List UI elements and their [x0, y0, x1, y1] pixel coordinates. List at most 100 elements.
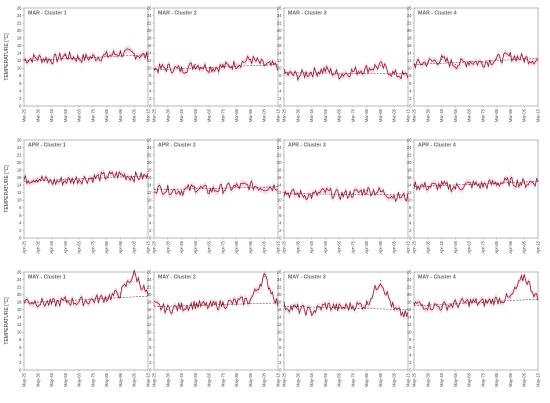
- data-point: [407, 315, 409, 317]
- y-tick-label: 12: [17, 322, 22, 327]
- series-line: [153, 55, 279, 75]
- y-tick-label: 10: [277, 330, 282, 335]
- data-point: [509, 297, 511, 299]
- y-tick-label: 6: [149, 213, 152, 218]
- x-tick-label: May-95: [118, 372, 123, 387]
- y-tick-label: 18: [147, 168, 152, 173]
- y-tick-label: 6: [19, 213, 22, 218]
- data-point: [427, 61, 429, 63]
- x-tick-label: Mar-55: [323, 108, 328, 122]
- y-tick-label: 10: [277, 66, 282, 71]
- y-axis-label: TEMPERATURE [°C]: [4, 33, 10, 81]
- y-tick-label: 14: [17, 183, 22, 188]
- chart-title: MAY - Cluster 3: [288, 275, 326, 281]
- chart-title: MAR - Cluster 4: [418, 11, 457, 17]
- x-tick-label: Mar-45: [49, 108, 54, 122]
- data-point: [208, 190, 210, 192]
- data-point: [277, 185, 279, 187]
- y-tick-label: 6: [279, 213, 282, 218]
- trend-line: [413, 58, 539, 65]
- x-tick-label: Mar-75: [90, 108, 95, 122]
- x-tick-label: Mar-65: [77, 108, 82, 122]
- trend-line: [413, 298, 539, 307]
- y-tick-label: 2: [409, 228, 412, 233]
- data-point: [78, 301, 80, 303]
- x-tick-label: Apr-05: [262, 240, 267, 253]
- data-point: [338, 74, 340, 76]
- data-point: [119, 292, 121, 294]
- y-tick-label: 26: [147, 137, 152, 142]
- x-tick-label: Mar-05: [392, 108, 397, 122]
- y-tick-label: 22: [277, 284, 282, 289]
- data-point: [427, 186, 429, 188]
- x-tick-label: Apr-15: [406, 240, 411, 253]
- x-tick-label: May-25: [22, 372, 27, 387]
- data-point: [311, 195, 313, 197]
- plot-frame: [283, 271, 409, 371]
- x-tick-label: Mar-35: [165, 108, 170, 122]
- y-axis-label: TEMPERATURE [°C]: [4, 297, 10, 345]
- data-point: [92, 299, 94, 301]
- y-tick-label: 24: [407, 277, 412, 282]
- data-point: [23, 59, 25, 61]
- y-tick-label: 18: [407, 168, 412, 173]
- chart-title: MAY - Cluster 1: [28, 275, 66, 281]
- x-tick-label: May-65: [467, 372, 472, 387]
- y-tick-label: 4: [279, 352, 282, 357]
- y-tick-label: 14: [17, 51, 22, 56]
- y-tick-label: 6: [149, 81, 152, 86]
- y-tick-label: 22: [17, 152, 22, 157]
- data-point: [537, 59, 539, 61]
- x-tick-label: Mar-25: [152, 108, 157, 122]
- y-tick-label: 20: [277, 28, 282, 33]
- x-tick-label: Mar-45: [439, 108, 444, 122]
- x-tick-label: Apr-75: [220, 240, 225, 253]
- data-point: [23, 300, 25, 302]
- y-tick-label: 24: [277, 13, 282, 18]
- y-tick-label: 16: [407, 43, 412, 48]
- data-point: [366, 303, 368, 305]
- x-tick-label: Apr-85: [104, 240, 109, 253]
- y-tick-label: 2: [409, 96, 412, 101]
- y-tick-label: 14: [407, 315, 412, 320]
- data-point: [194, 186, 196, 188]
- series-band: [284, 280, 408, 321]
- data-point: [454, 186, 456, 188]
- y-tick-label: 10: [407, 198, 412, 203]
- x-tick-label: May-65: [77, 372, 82, 387]
- x-tick-label: May-55: [63, 372, 68, 387]
- x-tick-label: Mar-75: [350, 108, 355, 122]
- series-line: [413, 176, 539, 193]
- y-tick-label: 14: [407, 183, 412, 188]
- chart-title: MAY - Cluster 2: [158, 275, 196, 281]
- plot-frame: [283, 7, 409, 107]
- data-point: [194, 64, 196, 66]
- trend-line: [153, 302, 279, 307]
- data-point: [277, 65, 279, 67]
- data-point: [379, 191, 381, 193]
- y-tick-label: 8: [19, 205, 22, 210]
- y-tick-label: 4: [409, 352, 412, 357]
- x-tick-label: May-55: [193, 372, 198, 387]
- x-tick-label: Mar-65: [337, 108, 342, 122]
- y-tick-label: 24: [407, 145, 412, 150]
- y-tick-label: 4: [19, 88, 22, 93]
- data-point: [283, 73, 285, 75]
- x-tick-label: Apr-15: [536, 240, 541, 253]
- x-tick-label: May-65: [207, 372, 212, 387]
- x-tick-label: Mar-35: [35, 108, 40, 122]
- y-tick-label: 8: [19, 337, 22, 342]
- y-tick-label: 14: [277, 315, 282, 320]
- y-tick-label: 12: [147, 190, 152, 195]
- x-tick-label: May-75: [350, 372, 355, 387]
- x-tick-label: Mar-15: [146, 108, 151, 122]
- x-tick-label: Apr-35: [165, 240, 170, 253]
- y-tick-label: 0: [279, 235, 282, 240]
- y-tick-label: 4: [149, 352, 152, 357]
- x-tick-label: Apr-55: [453, 240, 458, 253]
- y-tick-label: 12: [17, 190, 22, 195]
- trend-line: [283, 72, 409, 74]
- y-tick-label: 16: [147, 175, 152, 180]
- data-point: [236, 301, 238, 303]
- x-tick-label: Apr-45: [439, 240, 444, 253]
